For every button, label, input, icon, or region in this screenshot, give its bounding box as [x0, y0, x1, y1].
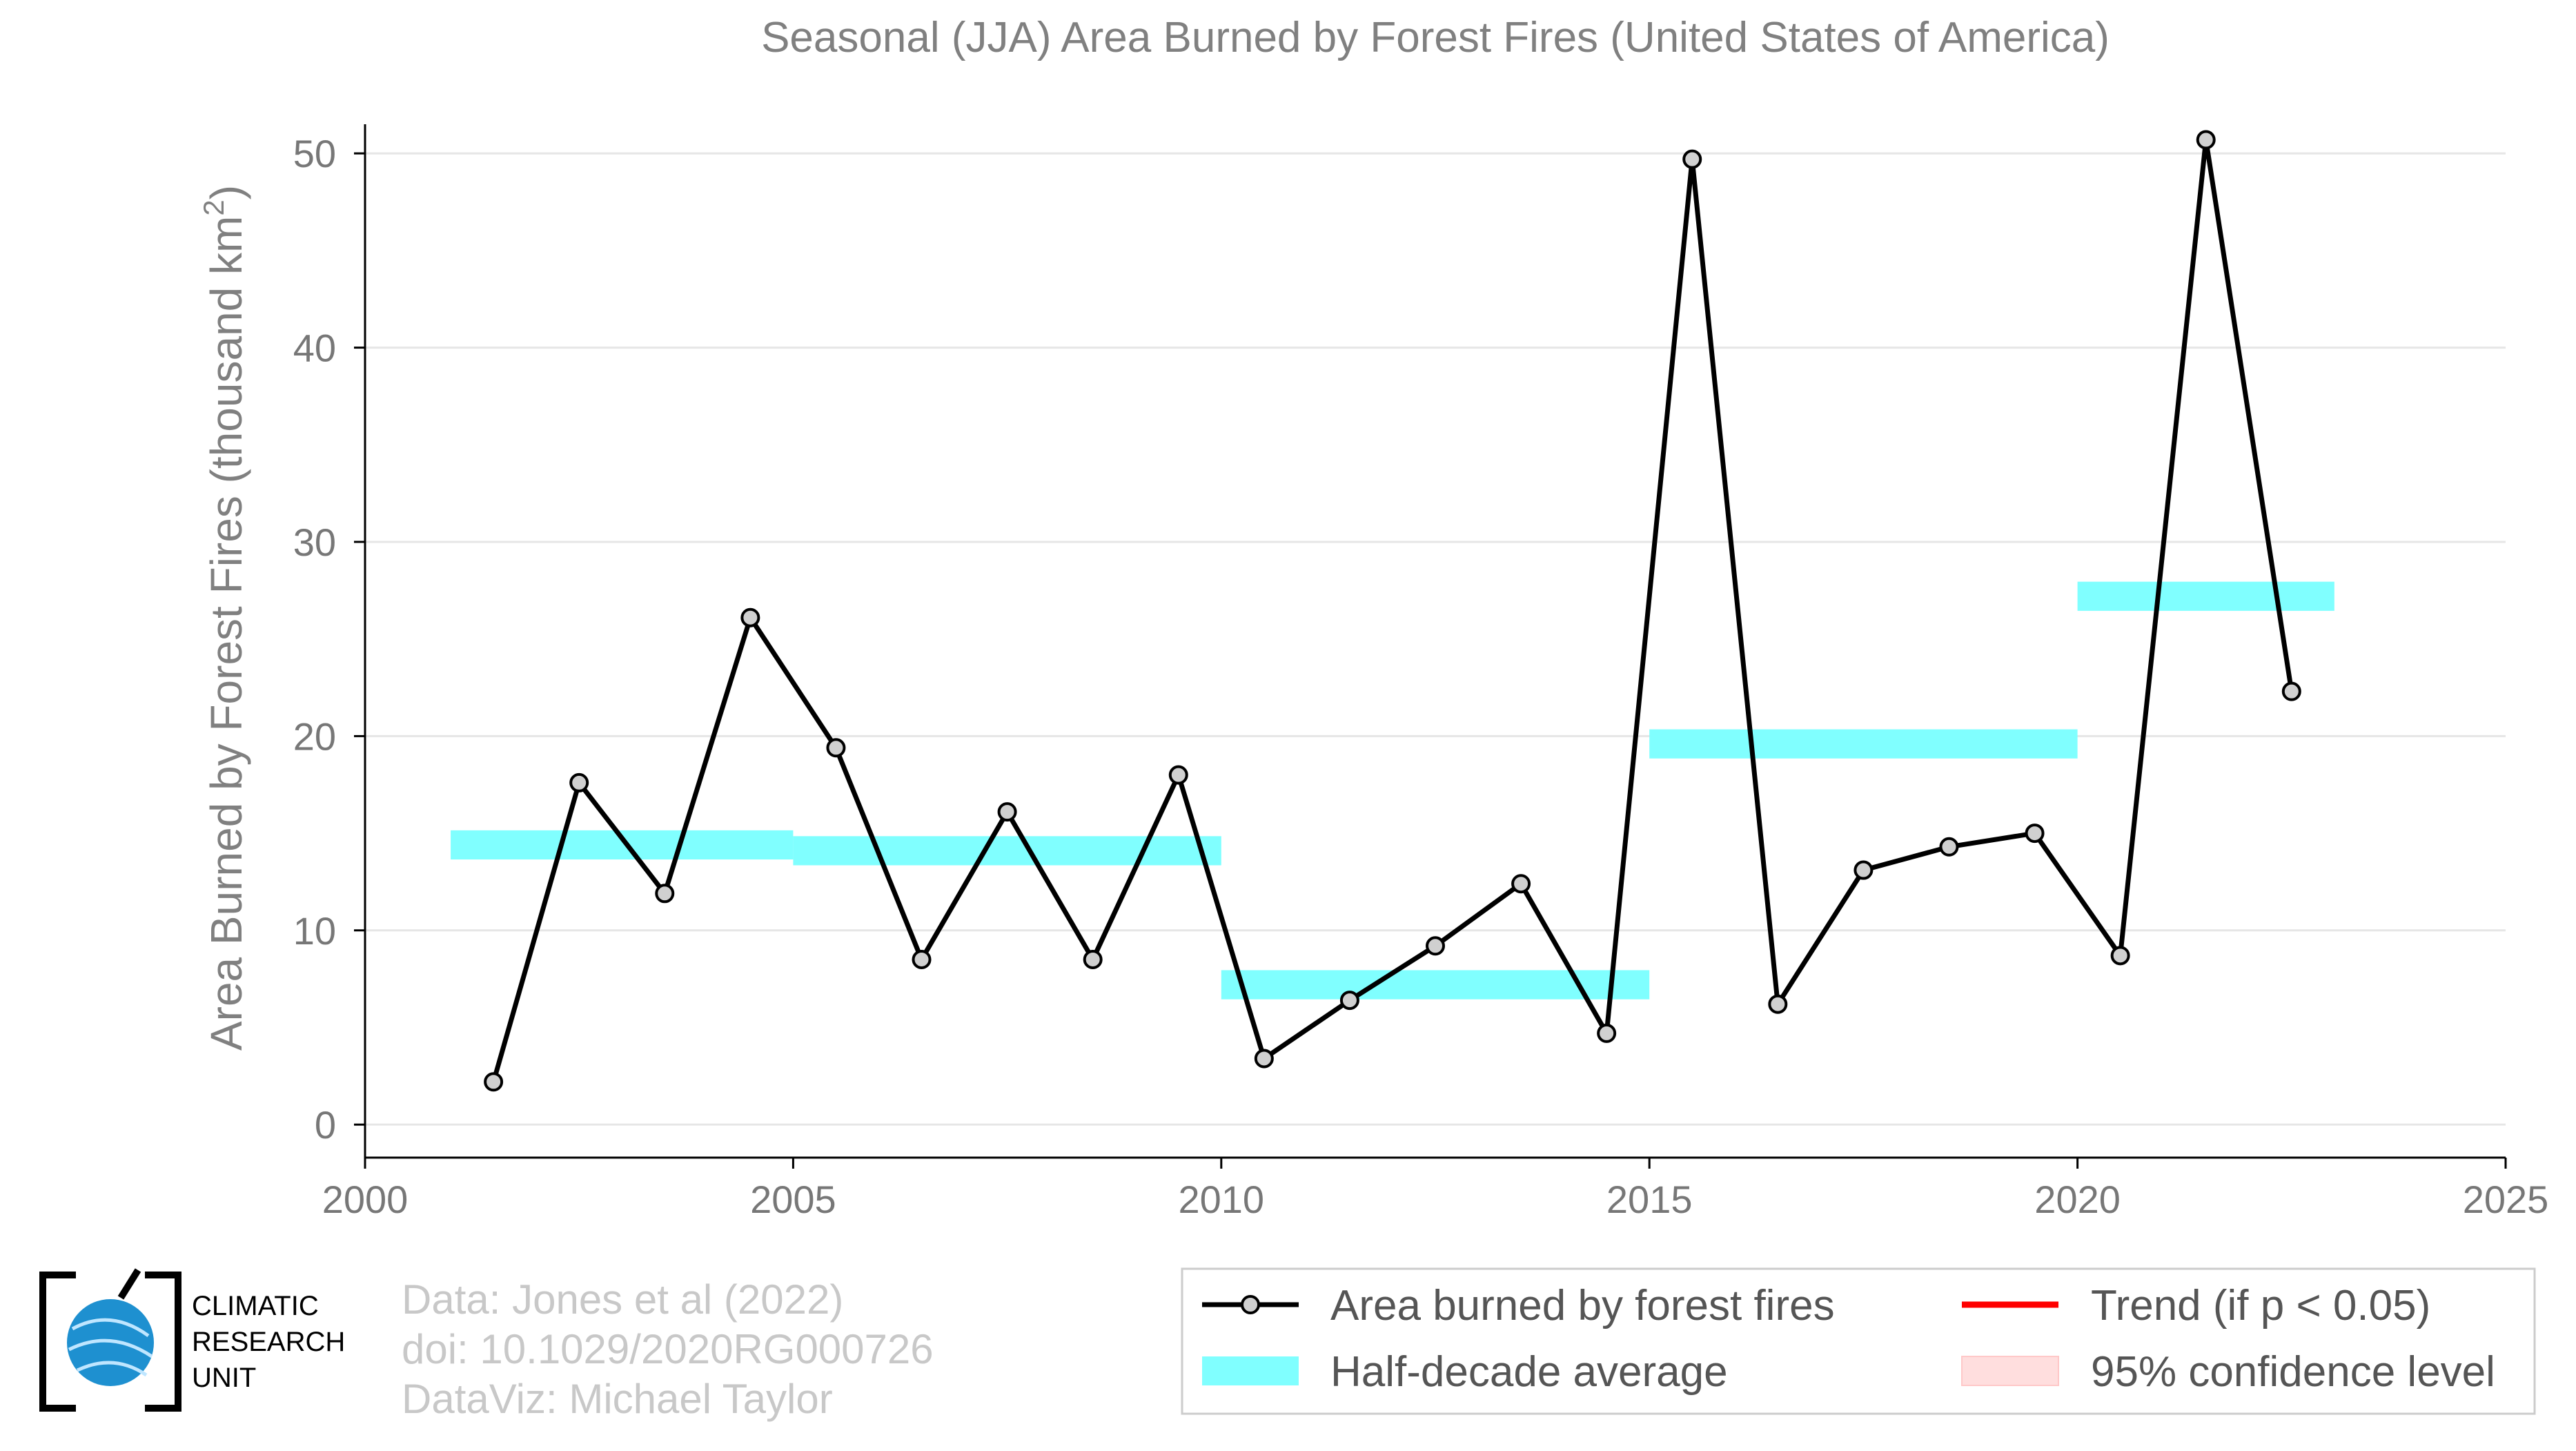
y-axis-label-main: Area Burned by Forest Fires (thousand km: [201, 216, 251, 1051]
legend-swatch-marker: [1241, 1295, 1260, 1314]
series-points: [484, 130, 2301, 1092]
half-decade-band-2: [793, 836, 1221, 866]
data-point-2010: [1254, 1049, 1274, 1069]
legend-label-area-burned: Area burned by forest fires: [1330, 1282, 1835, 1330]
data-point-2003: [655, 884, 675, 904]
globe-swirl: [68, 1318, 153, 1377]
y-tick-label-0: 0: [315, 1103, 336, 1147]
data-point-2016: [1768, 994, 1788, 1014]
data-point-2004: [740, 607, 760, 627]
logo-text-line1: CLIMATIC: [192, 1291, 319, 1321]
logo-text-line3: UNIT: [192, 1363, 256, 1393]
half-decade-band-4: [1649, 729, 2078, 759]
x-tick-label-2005: 2005: [750, 1178, 836, 1221]
data-point-2002: [569, 772, 589, 792]
y-axis-label-close: ): [201, 185, 251, 199]
y-axis-label: Area Burned by Forest Fires (thousand km…: [197, 185, 251, 1051]
y-tick-label-40: 40: [293, 327, 336, 370]
x-tick-label-2015: 2015: [1606, 1178, 1693, 1221]
legend: Area burned by forest fires Half-decade …: [1181, 1267, 2536, 1415]
legend-entry-confidence: 95% confidence level: [1961, 1348, 2495, 1396]
legend-frame: [1181, 1267, 2536, 1415]
x-tick-label-2020: 2020: [2034, 1178, 2121, 1221]
chart-title: Seasonal (JJA) Area Burned by Forest Fir…: [761, 14, 2110, 61]
data-point-2015: [1682, 149, 1702, 169]
logo-bracket-right: [145, 1272, 181, 1412]
data-point-2018: [1939, 837, 1959, 857]
data-point-2011: [1339, 991, 1359, 1011]
grid-lines: [365, 152, 2506, 1126]
legend-swatch-confidence: [1961, 1356, 2059, 1386]
y-tick-label-20: 20: [293, 714, 336, 758]
y-axis-ticks: 0 10 20 30 40 50: [293, 132, 365, 1147]
data-point-2006: [912, 949, 932, 969]
legend-label-half-decade: Half-decade average: [1330, 1348, 1728, 1396]
data-point-2013: [1511, 874, 1531, 894]
cru-logo: CLIMATIC RESEARCH UNIT: [39, 1268, 345, 1412]
data-point-2007: [997, 802, 1017, 822]
data-point-2020: [2110, 946, 2130, 966]
series-line-layer: [491, 137, 2294, 1083]
data-point-2014: [1597, 1023, 1617, 1043]
legend-swatch-band: [1202, 1356, 1299, 1385]
data-point-2012: [1426, 936, 1445, 956]
legend-entry-half-decade: Half-decade average: [1202, 1348, 1728, 1396]
legend-label-trend: Trend (if p < 0.05): [2091, 1282, 2430, 1330]
credit-doi: doi: 10.1029/2020RG000726: [402, 1326, 934, 1372]
y-axis-label-superscript: 2: [197, 199, 230, 215]
half-decade-band-5: [2077, 581, 2334, 611]
logo-slash: [117, 1268, 141, 1300]
data-point-2005: [826, 738, 846, 758]
x-tick-label-2025: 2025: [2463, 1178, 2549, 1221]
data-point-2017: [1854, 860, 1874, 880]
data-point-2001: [484, 1072, 504, 1092]
data-point-2021: [2196, 130, 2216, 150]
half-decade-bands: [451, 581, 2334, 1000]
data-point-2019: [2025, 824, 2045, 844]
y-tick-label-10: 10: [293, 909, 336, 953]
legend-label-confidence: 95% confidence level: [2091, 1348, 2495, 1396]
data-point-2022: [2281, 681, 2301, 701]
data-point-2009: [1168, 765, 1188, 785]
data-point-2008: [1083, 949, 1103, 969]
y-tick-label-30: 30: [293, 520, 336, 564]
credit-data-source: Data: Jones et al (2022): [402, 1276, 843, 1323]
legend-entry-area-burned: Area burned by forest fires: [1202, 1282, 1835, 1330]
y-tick-label-50: 50: [293, 132, 336, 175]
legend-entry-trend: Trend (if p < 0.05): [1962, 1282, 2430, 1330]
series-line-area-burned: [491, 137, 2294, 1083]
credit-dataviz: DataViz: Michael Taylor: [402, 1376, 833, 1422]
x-tick-label-2010: 2010: [1179, 1178, 1265, 1221]
x-tick-label-2000: 2000: [322, 1178, 409, 1221]
logo-text-line2: RESEARCH: [192, 1327, 345, 1357]
logo-bracket-left: [39, 1272, 76, 1412]
x-axis-ticks: 2000 2005 2010 2015 2020 2025: [322, 1158, 2549, 1221]
